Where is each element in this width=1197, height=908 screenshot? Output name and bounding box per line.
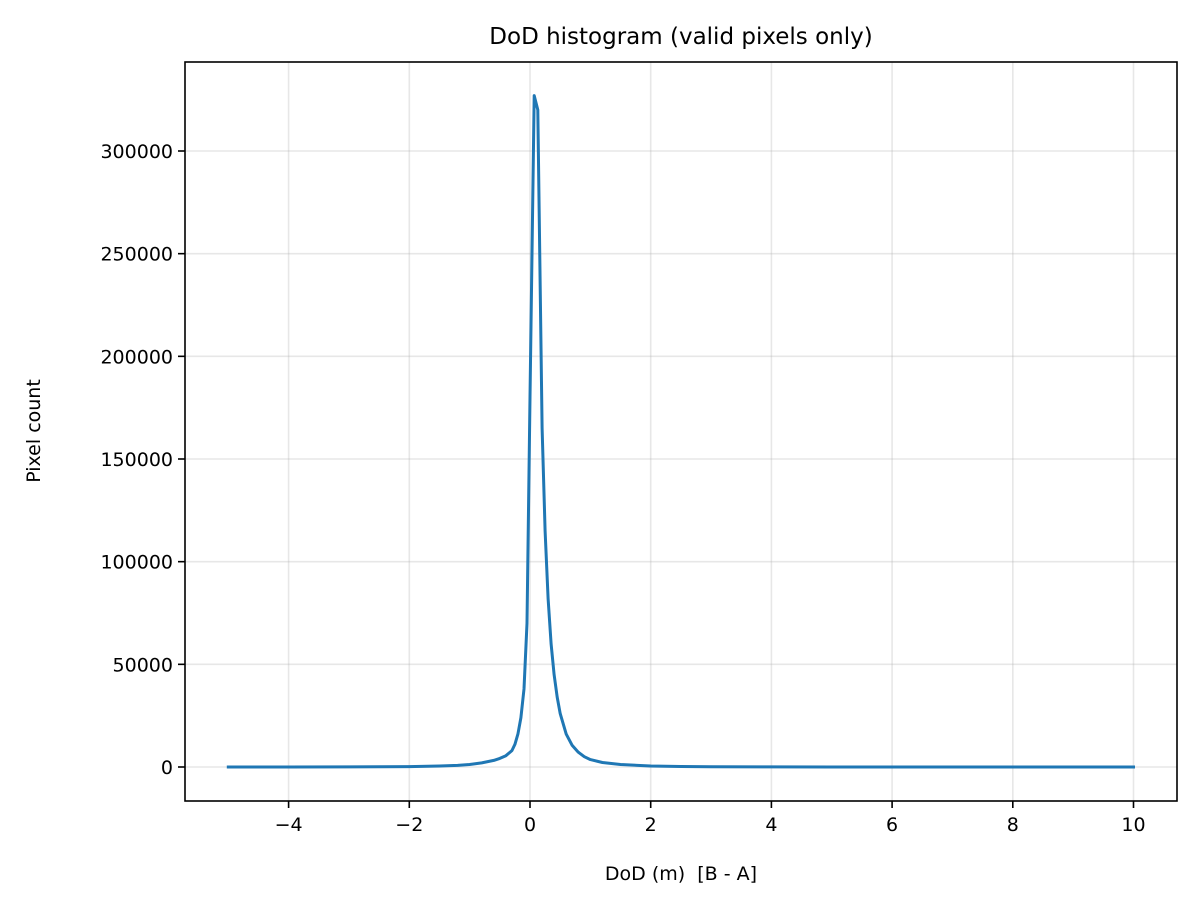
axes-frame (184, 61, 1178, 802)
x-tick-label: 10 (1121, 814, 1145, 836)
plot-area (226, 94, 1135, 769)
x-tick-label: 2 (645, 814, 657, 836)
x-tick-label: 4 (765, 814, 777, 836)
histogram-line (226, 94, 1135, 769)
y-tick-label: 100000 (100, 552, 173, 574)
y-tick-label: 250000 (100, 244, 173, 266)
y-tick-label: 150000 (100, 449, 173, 471)
x-tick-label: 8 (1007, 814, 1019, 836)
y-tick-label: 300000 (100, 141, 173, 163)
grid-lines (185, 62, 1177, 801)
y-axis-ticks: 0 50000 100000 150000 200000 250000 300000 (100, 141, 185, 779)
y-tick-label: 50000 (113, 654, 173, 676)
x-tick-label: −2 (395, 814, 423, 836)
x-tick-label: −4 (275, 814, 303, 836)
y-axis-label: Pixel count (23, 379, 45, 483)
y-tick-label: 200000 (100, 346, 173, 368)
x-axis-label: DoD (m) [B - A] (605, 863, 757, 885)
y-tick-label: 0 (161, 757, 173, 779)
x-axis-ticks: −4 −2 0 2 4 6 8 10 (275, 801, 1146, 836)
x-tick-label: 6 (886, 814, 898, 836)
x-tick-label: 0 (524, 814, 536, 836)
chart-title: DoD histogram (valid pixels only) (489, 24, 872, 50)
